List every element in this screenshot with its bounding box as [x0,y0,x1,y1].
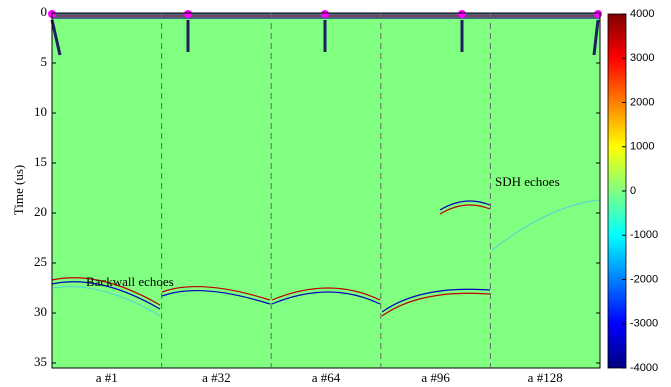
x-tick-label: a #128 [528,370,563,385]
y-axis-label: Time (us) [11,165,26,215]
colorbar-tick-label: 1000 [630,141,654,153]
colorbar-tick-label: -4000 [630,362,658,374]
x-tick-label: a #64 [312,370,341,385]
element-markers [48,10,602,18]
plot-frame [51,12,601,369]
y-tick-label: 10 [34,104,47,119]
colorbar-tick-label: 3000 [630,52,654,64]
colorbar-tick-label: -2000 [630,273,658,285]
annotation: Backwall echoes [86,274,174,289]
x-tick-label: a #96 [421,370,450,385]
y-tick-label: 25 [34,254,47,269]
colorbar-tick-label: 4000 [630,8,654,20]
colorbar-tick-label: 0 [630,185,636,197]
x-tick-label: a #1 [96,370,118,385]
colorbar-tick-label: -3000 [630,318,658,330]
annotation: SDH echoes [495,174,560,189]
y-tick-label: 5 [41,54,48,69]
x-tick-label: a #32 [202,370,231,385]
y-tick-label: 30 [34,304,47,319]
colorbar-tick-label: -1000 [630,229,658,241]
y-tick-label: 20 [34,204,47,219]
y-tick-label: 15 [34,154,47,169]
colorbar-tick-label: 2000 [630,96,654,108]
y-tick-label: 35 [34,354,47,369]
heatmap-field [52,13,600,368]
y-tick-label: 0 [41,4,48,19]
